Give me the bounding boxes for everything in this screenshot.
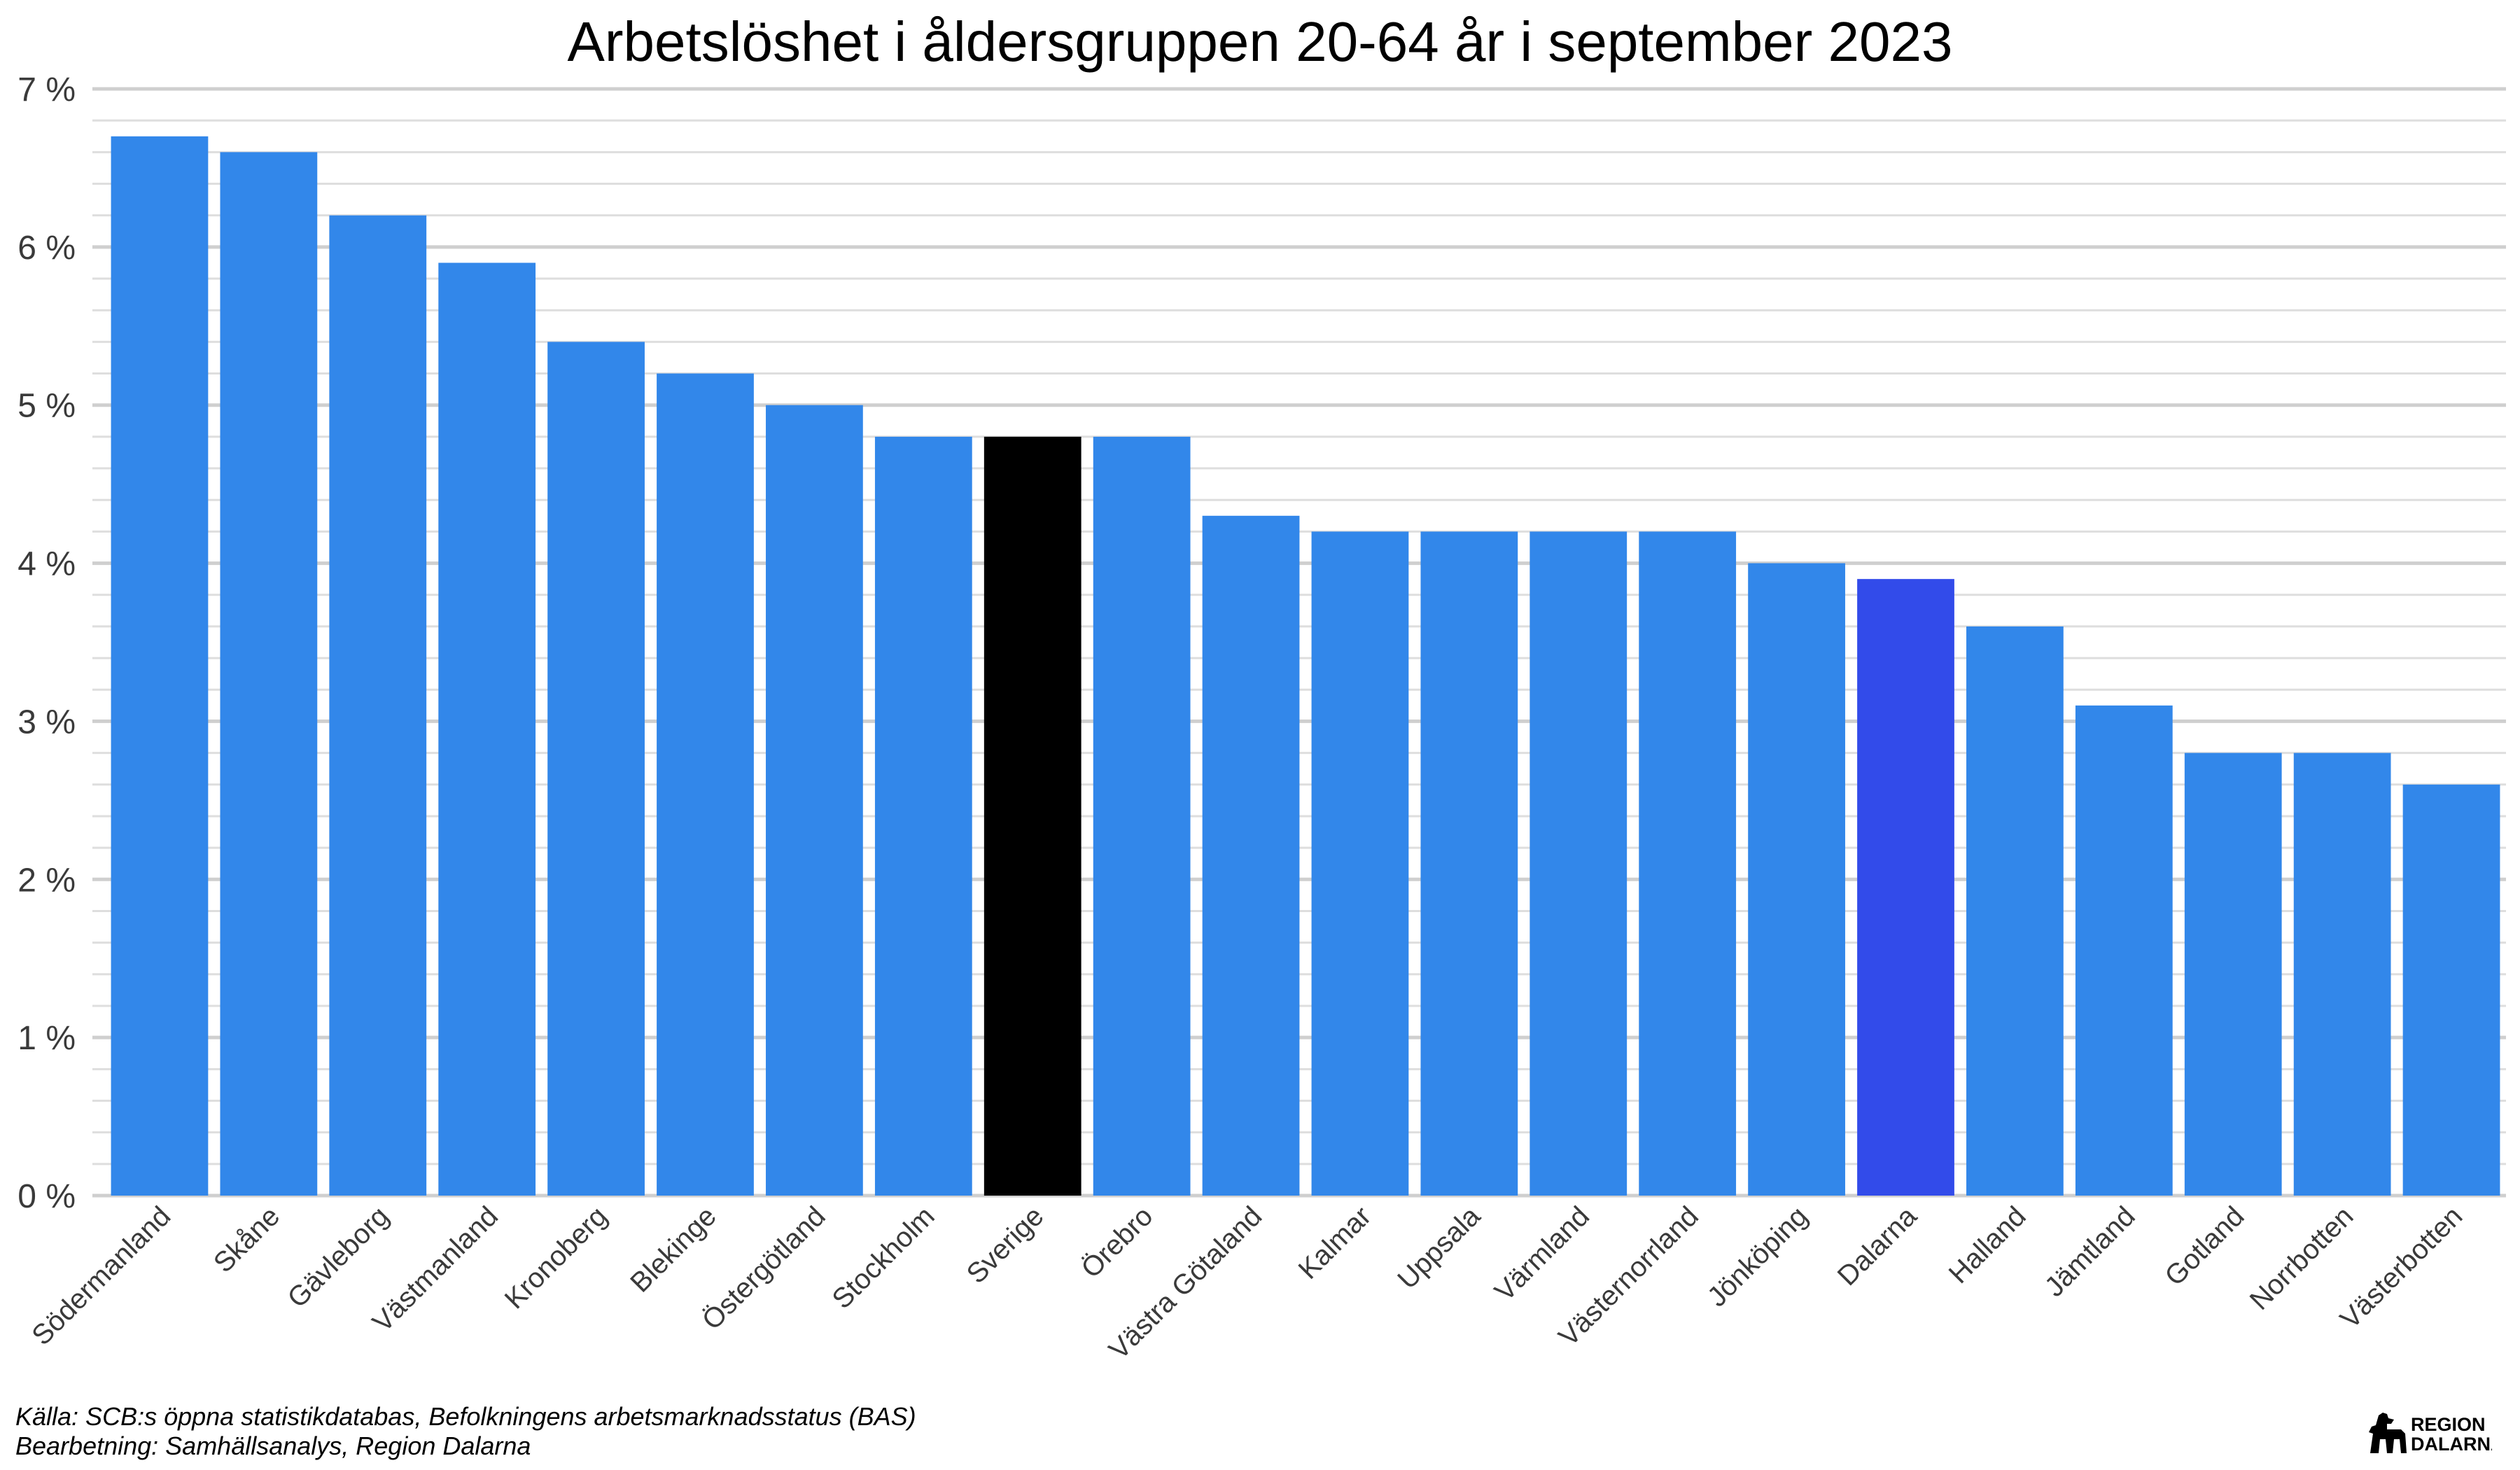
chart-title: Arbetslöshet i åldersgruppen 20-64 år i … [567,10,1953,73]
x-tick-label: Skåne [208,1200,286,1278]
bar [1311,531,1409,1196]
bar [1966,626,2064,1196]
region-dalarna-logo: REGION DALARNA [2369,1413,2492,1455]
bar [766,405,863,1196]
x-tick-label: Kalmar [1293,1200,1378,1285]
logo-line2: DALARNA [2411,1434,2492,1455]
x-tick-label: Jämtland [2039,1200,2141,1303]
x-tick-label: Värmland [1489,1200,1595,1307]
bar [1530,531,1628,1196]
bar [111,136,209,1196]
x-tick-label: Jönköping [1702,1200,1814,1312]
source-note: Källa: SCB:s öppna statistikdatabas, Bef… [15,1402,916,1431]
y-tick-label: 7 % [18,71,76,108]
x-tick-label: Uppsala [1392,1200,1486,1295]
bar [220,152,318,1196]
bar [2075,705,2173,1196]
bar [657,373,754,1196]
y-tick-label: 0 % [18,1178,76,1215]
x-tick-label: Kronoberg [499,1200,613,1315]
bar [2402,784,2500,1196]
x-axis-ticks: Södermanland SkåneGävleborgVästmanlandKro… [26,1200,2468,1366]
bar [2184,752,2282,1196]
bar [1857,579,1954,1196]
bar [983,436,1082,1196]
bar [329,215,427,1196]
logo-line1: REGION [2411,1414,2486,1435]
x-tick-label: Dalarna [1832,1200,1924,1292]
bar [1639,531,1737,1196]
x-tick-label: Stockholm [827,1200,941,1315]
x-tick-label: Blekinge [624,1200,722,1298]
bar [2293,752,2391,1196]
x-tick-label: Norrbotten [2244,1200,2360,1316]
bar [438,262,536,1196]
y-axis-ticks: 0 % 1 % 2 % 3 % 4 % 5 % 6 % 7 % [18,71,76,1215]
y-tick-label: 1 % [18,1020,76,1057]
processing-note: Bearbetning: Samhällsanalys, Region Dala… [15,1432,531,1460]
x-tick-label: Södermanland [26,1200,176,1351]
bar [1202,515,1300,1196]
bars [111,136,2500,1196]
bar [1748,563,1845,1196]
x-tick-label: Halland [1943,1200,2032,1289]
bar [874,436,972,1196]
x-tick-label: Gotland [2159,1200,2250,1292]
y-tick-label: 5 % [18,388,76,425]
y-tick-label: 3 % [18,704,76,741]
dala-horse-icon [2369,1413,2407,1453]
x-tick-label: Sverige [961,1200,1050,1289]
y-tick-label: 2 % [18,862,76,899]
bar [1420,531,1518,1196]
y-tick-label: 4 % [18,546,76,583]
bar [547,342,645,1196]
x-tick-label: Örebro [1075,1200,1158,1284]
y-tick-label: 6 % [18,230,76,267]
x-tick-label: Gävleborg [282,1200,396,1314]
bar [1093,436,1191,1196]
